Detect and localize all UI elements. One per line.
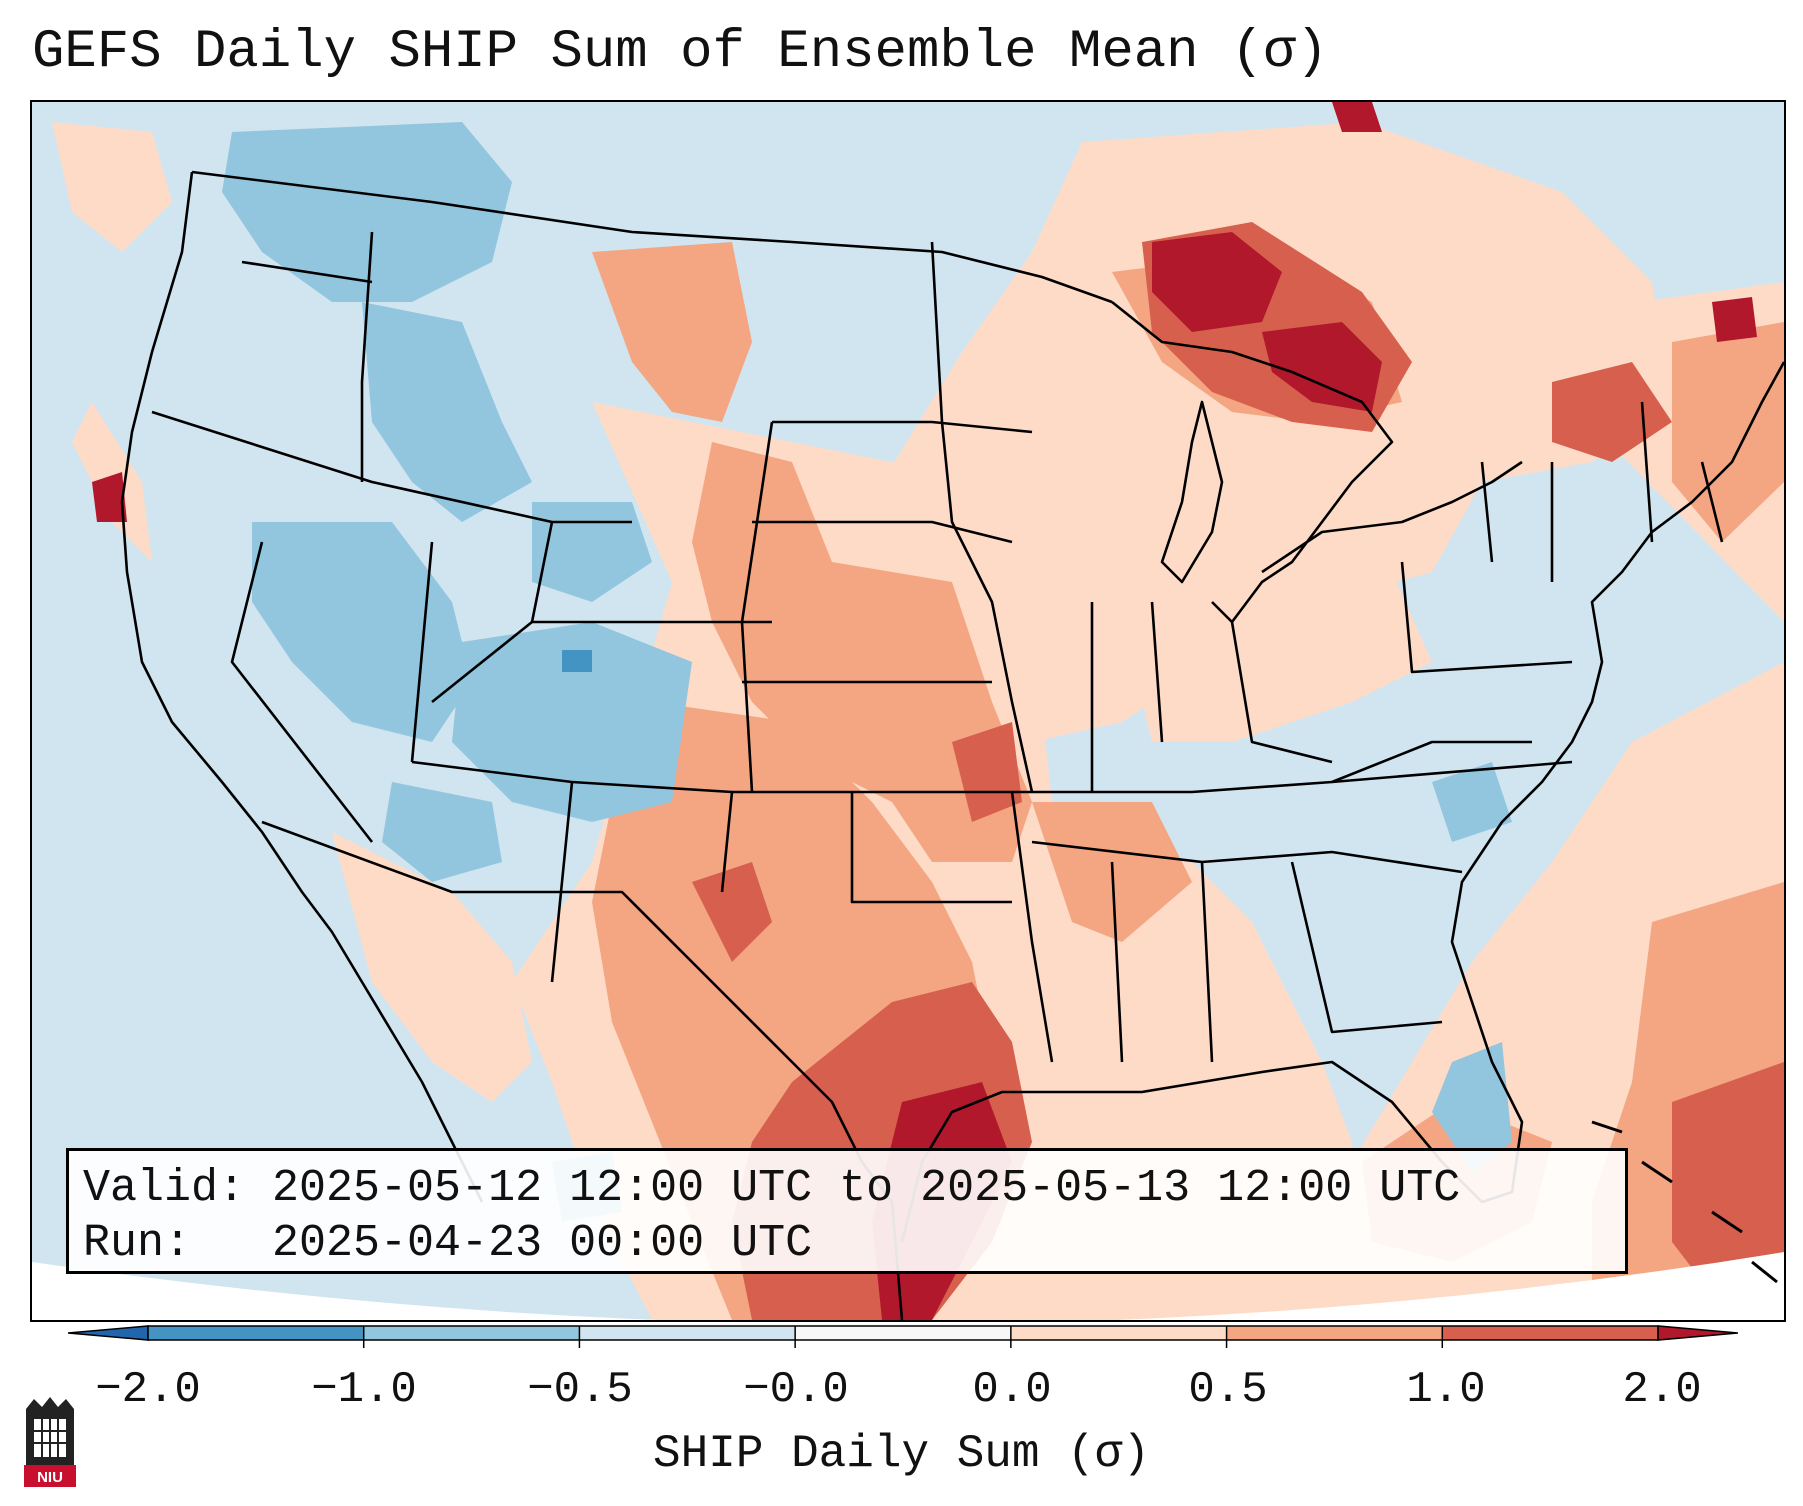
colorbar-segment xyxy=(795,1326,1012,1340)
colorbar-tick: 0.5 xyxy=(1188,1365,1268,1415)
caribbean-islands xyxy=(1591,1120,1778,1284)
colorbar-segment xyxy=(1442,1326,1659,1340)
run-time-line: Run: 2025-04-23 00:00 UTC xyxy=(83,1218,813,1269)
map-panel xyxy=(30,100,1786,1322)
colorbar-tick: −1.0 xyxy=(311,1365,417,1415)
colorbar-segment xyxy=(363,1326,580,1340)
niu-logo-icon: NIU xyxy=(20,1395,80,1494)
map-title: GEFS Daily SHIP Sum of Ensemble Mean (σ) xyxy=(32,22,1329,83)
colorbar-segment xyxy=(1226,1326,1443,1340)
colorbar-tick: 1.0 xyxy=(1406,1365,1486,1415)
valid-run-info-box: Valid: 2025-05-12 12:00 UTC to 2025-05-1… xyxy=(66,1148,1628,1274)
colorbar-segment xyxy=(148,1326,365,1340)
colorbar-extend-low xyxy=(67,1325,149,1341)
valid-time-line: Valid: 2025-05-12 12:00 UTC to 2025-05-1… xyxy=(83,1163,1461,1214)
colorbar-extend-high xyxy=(1657,1325,1739,1341)
moderate-negative-regions xyxy=(562,650,592,672)
colorbar-outline xyxy=(147,1325,1659,1341)
colorbar-tick: 2.0 xyxy=(1622,1365,1702,1415)
colorbar-tick: −2.0 xyxy=(95,1365,201,1415)
svg-text:NIU: NIU xyxy=(37,1469,63,1486)
colorbar xyxy=(67,1318,1739,1362)
colorbar-tick: −0.5 xyxy=(527,1365,633,1415)
colorbar-segment xyxy=(1010,1326,1228,1340)
projection-edge xyxy=(32,1252,1784,1320)
colorbar-tick: 0.0 xyxy=(972,1365,1052,1415)
colorbar-tick: −0.0 xyxy=(743,1365,849,1415)
negative-regions xyxy=(222,122,1512,1222)
ship-field-map xyxy=(32,102,1784,1320)
colorbar-svg xyxy=(67,1325,1739,1348)
colorbar-label: SHIP Daily Sum (σ) xyxy=(653,1428,1150,1480)
colorbar-segment xyxy=(579,1326,796,1340)
